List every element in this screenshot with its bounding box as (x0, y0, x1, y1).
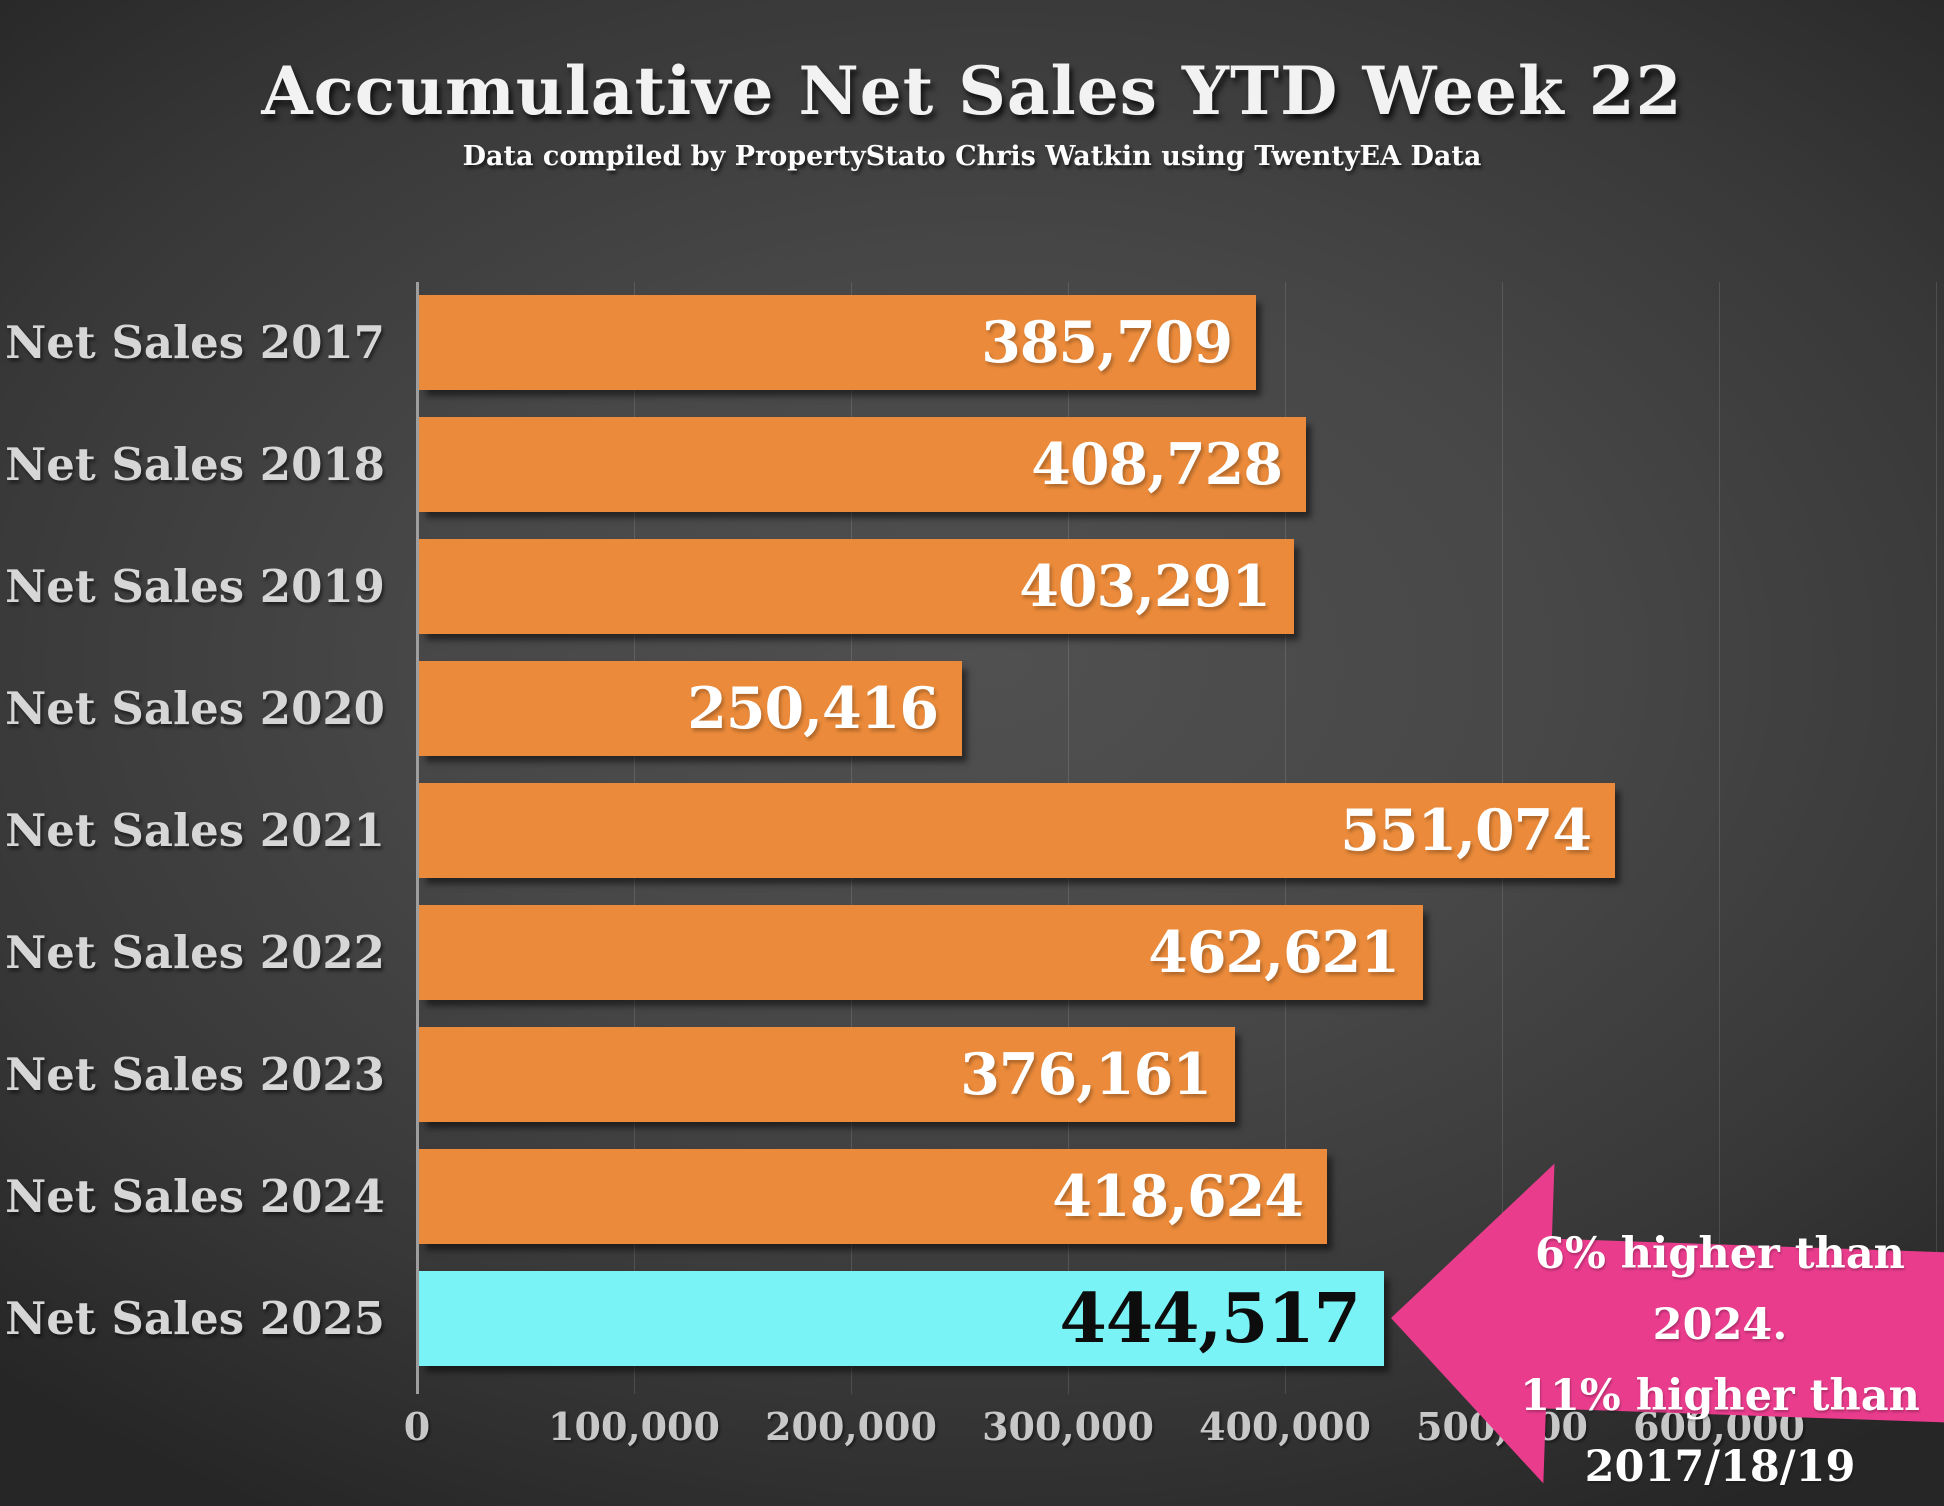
bar: 385,709 (419, 295, 1256, 390)
category-label: Net Sales 2024 (5, 1170, 385, 1223)
bar-value-label: 462,621 (1148, 919, 1400, 986)
category-label: Net Sales 2025 (5, 1292, 385, 1345)
bar-value-label: 403,291 (1019, 553, 1271, 620)
annotation-line-1: 6% higher than 2024. (1535, 1229, 1905, 1350)
bar: 376,161 (419, 1027, 1235, 1122)
category-label: Net Sales 2019 (5, 560, 385, 613)
bar-value-label: 376,161 (960, 1041, 1212, 1108)
category-label: Net Sales 2022 (5, 926, 385, 979)
category-label: Net Sales 2017 (5, 316, 385, 369)
annotation-arrow (1391, 1163, 1944, 1484)
bar-value-label: 418,624 (1052, 1163, 1304, 1230)
x-tick-label: 300,000 (982, 1404, 1154, 1449)
category-label: Net Sales 2021 (5, 804, 385, 857)
x-tick-label: 100,000 (548, 1404, 720, 1449)
bar: 462,621 (419, 905, 1423, 1000)
bar-value-label: 385,709 (981, 309, 1233, 376)
x-tick-label: 400,000 (1199, 1404, 1371, 1449)
bar-highlighted: 444,517 (419, 1271, 1384, 1366)
chart-title: Accumulative Net Sales YTD Week 22 (261, 52, 1683, 130)
annotation-text: 6% higher than 2024. 11% higher than 201… (1492, 1219, 1944, 1503)
bar: 408,728 (419, 417, 1306, 512)
chart-subtitle: Data compiled by PropertyStato Chris Wat… (462, 141, 1482, 172)
bar: 250,416 (419, 661, 962, 756)
x-tick-label: 200,000 (765, 1404, 937, 1449)
bar: 403,291 (419, 539, 1294, 634)
x-tick-label: 0 (403, 1404, 431, 1449)
bar-value-label: 444,517 (1059, 1278, 1361, 1359)
annotation-line-3: 2017/18/19 (1584, 1442, 1856, 1492)
category-label: Net Sales 2018 (5, 438, 385, 491)
bar-value-label: 408,728 (1031, 431, 1283, 498)
category-label: Net Sales 2020 (5, 682, 385, 735)
category-label: Net Sales 2023 (5, 1048, 385, 1101)
bar: 551,074 (419, 783, 1615, 878)
y-axis-line (416, 282, 419, 1394)
bar-value-label: 250,416 (687, 675, 939, 742)
gridline (1719, 282, 1720, 1394)
annotation-arrow-shape (1391, 1163, 1944, 1484)
bar: 418,624 (419, 1149, 1327, 1244)
annotation-line-2: 11% higher than (1520, 1371, 1920, 1421)
gridline (1936, 282, 1937, 1394)
bar-value-label: 551,074 (1340, 797, 1592, 864)
